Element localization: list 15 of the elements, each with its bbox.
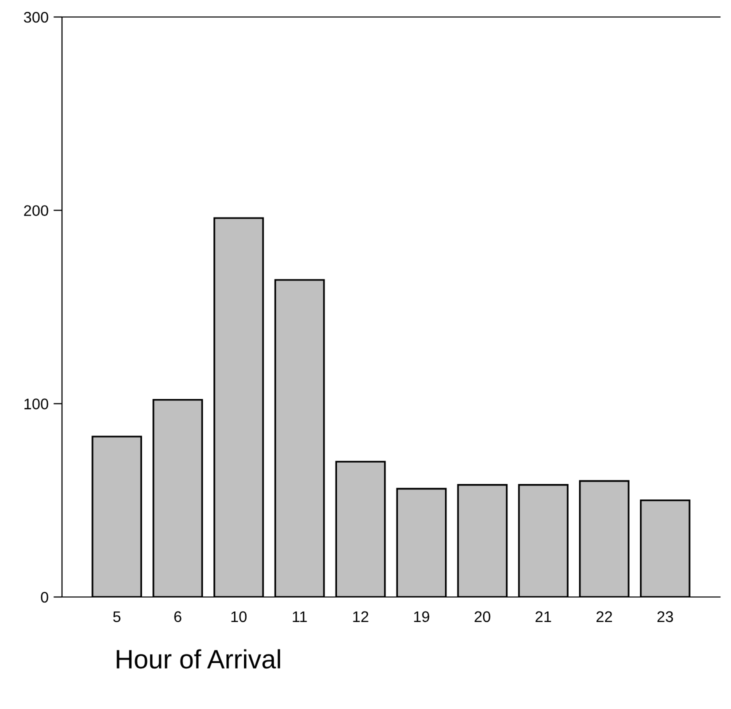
x-tick-label: 5 — [113, 611, 120, 622]
x-axis-title: Hour of Arrival — [116, 649, 280, 669]
x-tick-label: 22 — [596, 611, 612, 622]
y-tick-label: 300 — [24, 12, 48, 23]
x-tick-label: 19 — [414, 611, 430, 622]
y-tick-label: 200 — [24, 205, 48, 216]
x-tick-label: 20 — [474, 611, 490, 622]
x-tick-label: 6 — [174, 611, 182, 622]
x-tick-label: 12 — [353, 611, 368, 622]
x-tick-label: 21 — [536, 611, 552, 622]
x-tick-label: 10 — [231, 611, 247, 622]
y-tick-label: 0 — [40, 592, 48, 603]
x-tick-label: 11 — [292, 611, 307, 622]
y-tick-label: 100 — [24, 398, 48, 410]
x-tick-label: 23 — [657, 611, 673, 622]
